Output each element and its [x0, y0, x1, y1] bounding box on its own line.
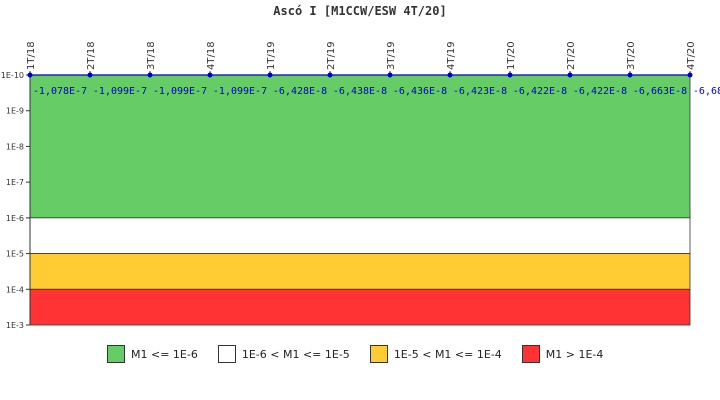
- data-label: -6,663E-8: [633, 86, 687, 97]
- legend-label-band-1: M1 <= 1E-6: [131, 347, 198, 361]
- x-tick-label: 2T/19: [326, 41, 337, 70]
- data-label: -6,428E-8: [273, 86, 327, 97]
- chart-title: Ascó I [M1CCW/ESW 4T/20]: [273, 4, 447, 18]
- data-label: -1,078E-7: [33, 86, 87, 97]
- legend-swatch-band-1: [107, 345, 125, 363]
- band-3: [29, 253, 691, 290]
- data-label: -1,099E-7: [93, 86, 147, 97]
- data-point: [327, 72, 333, 78]
- y-tick-label: 1E-6: [6, 214, 24, 223]
- data-point: [267, 72, 273, 78]
- x-tick-label: 4T/18: [206, 41, 217, 70]
- x-tick-label: 3T/20: [626, 41, 637, 70]
- data-label: -1,099E-7: [213, 86, 267, 97]
- legend-label-band-2: 1E-6 < M1 <= 1E-5: [241, 347, 350, 361]
- x-tick-label: 2T/20: [566, 41, 577, 70]
- x-tick-label: 1T/20: [506, 41, 517, 70]
- data-point: [567, 72, 573, 78]
- legend-swatch-band-3: [369, 345, 388, 363]
- data-point: [207, 72, 213, 78]
- data-point: [387, 72, 393, 78]
- data-point: [87, 72, 93, 78]
- legend-item-band-2: 1E-6 < M1 <= 1E-5: [217, 345, 350, 363]
- legend-label-band-3: 1E-5 < M1 <= 1E-4: [393, 347, 502, 361]
- x-tick-label: 1T/19: [266, 41, 277, 70]
- legend-swatch-band-2: [217, 345, 236, 363]
- y-tick-label: 1E-5: [6, 250, 24, 259]
- data-point: [687, 72, 693, 78]
- data-label: -6,422E-8: [573, 86, 627, 97]
- y-tick-label: 1E-9: [6, 107, 24, 116]
- data-point: [507, 72, 513, 78]
- y-tick-label: 1E-10: [1, 71, 24, 80]
- x-tick-label: 4T/19: [446, 41, 457, 70]
- y-tick-label: 1E-7: [6, 178, 24, 187]
- band-2: [29, 217, 691, 254]
- legend-item-band-3: 1E-5 < M1 <= 1E-4: [369, 345, 502, 363]
- data-label: -6,422E-8: [513, 86, 567, 97]
- legend-label-band-4: M1 > 1E-4: [545, 347, 604, 361]
- band-4: [29, 288, 691, 326]
- data-label: -6,688E-8: [693, 86, 720, 97]
- y-tick-label: 1E-3: [6, 321, 24, 330]
- x-tick-label: 1T/18: [26, 41, 37, 70]
- y-tick-label: 1E-4: [6, 285, 24, 294]
- x-tick-label: 3T/18: [146, 41, 157, 70]
- legend-item-band-4: M1 > 1E-4: [521, 345, 604, 363]
- data-label: -1,099E-7: [153, 86, 207, 97]
- legend: M1 <= 1E-6 1E-6 < M1 <= 1E-5 1E-5 < M1 <…: [107, 345, 623, 363]
- legend-swatch-band-4: [521, 345, 540, 363]
- data-point: [27, 72, 33, 78]
- data-label: -6,438E-8: [333, 86, 387, 97]
- data-point: [627, 72, 633, 78]
- x-tick-label: 4T/20: [686, 41, 697, 70]
- legend-item-band-1: M1 <= 1E-6: [107, 345, 198, 363]
- x-tick-label: 2T/18: [86, 41, 97, 70]
- band-1: [29, 74, 691, 219]
- data-point: [447, 72, 453, 78]
- y-tick-label: 1E-8: [6, 142, 24, 151]
- data-label: -6,423E-8: [453, 86, 507, 97]
- data-point: [147, 72, 153, 78]
- x-tick-label: 3T/19: [386, 41, 397, 70]
- data-label: -6,436E-8: [393, 86, 447, 97]
